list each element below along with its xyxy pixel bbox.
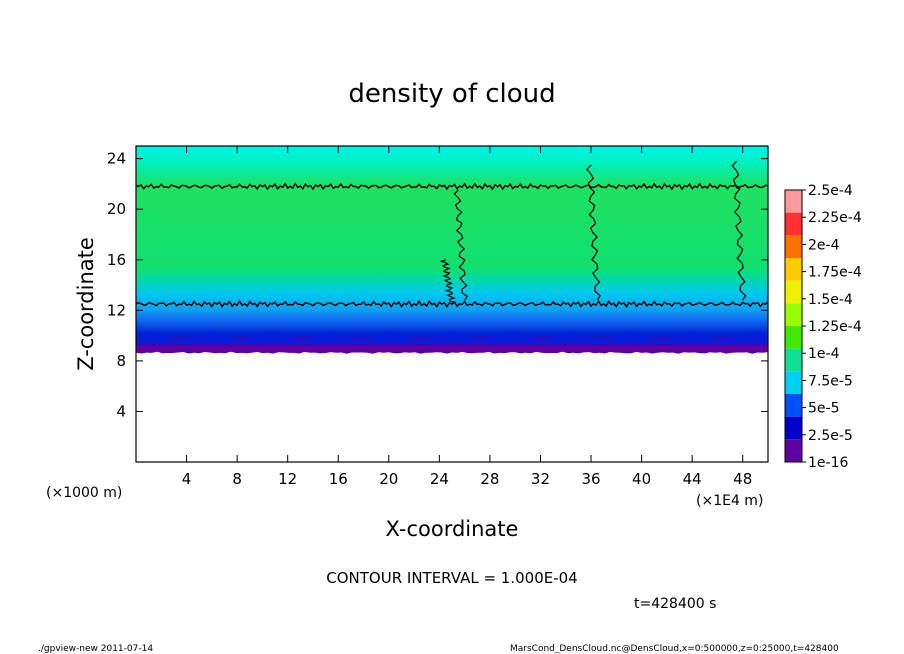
colorbar-label: 1e-4 [808, 346, 840, 362]
y-tick-label: 16 [107, 251, 126, 269]
y-tick-label: 12 [107, 301, 126, 319]
contour-streak [731, 160, 747, 301]
x-tick-label: 36 [581, 470, 600, 488]
colorbar-swatch [785, 416, 802, 440]
x-tick-label: 8 [232, 470, 242, 488]
x-tick-label: 20 [379, 470, 398, 488]
colorbar-swatch [785, 235, 802, 258]
x-tick-label: 40 [632, 470, 651, 488]
colorbar-label: 1.75e-4 [808, 265, 862, 281]
colorbar: 2.5e-4 2.25e-4 2e-4 1.75e-4 1.5e-4 1.25e-4 1e-… [784, 183, 862, 471]
y-axis-label: Z-coordinate [74, 237, 98, 371]
colorbar-label: 5e-5 [808, 401, 839, 417]
colorbar-label: 2e-4 [808, 237, 840, 253]
chart-title: density of cloud [348, 79, 555, 109]
x-axis-ticks: 4 8 12 16 20 24 28 32 36 40 44 48 [182, 146, 752, 488]
colorbar-swatch [785, 439, 802, 462]
contour-lines [135, 160, 769, 308]
low-density-band [136, 331, 768, 345]
colorbar-swatch [785, 348, 802, 372]
footer-right: MarsCond_DensCloud.nc@DensCloud,x=0:5000… [510, 644, 839, 654]
contour-streak [439, 259, 457, 305]
footer-left: ./gpview-new 2011-07-14 [38, 644, 153, 654]
colorbar-swatch [785, 326, 802, 349]
y-tick-label: 20 [107, 200, 126, 218]
colorbar-label: 1.5e-4 [808, 292, 853, 308]
colorbar-swatch [785, 190, 802, 213]
x-tick-label: 32 [531, 470, 550, 488]
colorbar-label: 2.5e-4 [808, 183, 853, 199]
y-tick-label: 24 [107, 150, 126, 168]
colorbar-swatch [785, 371, 802, 394]
x-unit-left: (×1000 m) [46, 485, 122, 501]
x-unit-right: (×1E4 m) [696, 493, 763, 509]
x-tick-label: 44 [683, 470, 702, 488]
contour-streak [453, 189, 469, 301]
plot-frame [135, 145, 769, 463]
x-tick-label: 12 [278, 470, 297, 488]
colorbar-label: 7.5e-5 [808, 373, 853, 389]
colorbar-swatch [785, 394, 802, 417]
colorbar-label: 1.25e-4 [808, 319, 862, 335]
x-tick-label: 48 [733, 470, 752, 488]
density-field-fill [136, 146, 768, 351]
colorbar-swatch [785, 303, 802, 326]
x-axis-label: X-coordinate [386, 517, 519, 541]
y-tick-label: 4 [116, 402, 126, 420]
density-field [136, 146, 768, 354]
colorbar-swatch [785, 258, 802, 281]
contour-streak [586, 164, 601, 301]
contour-interval-label: CONTOUR INTERVAL = 1.000E-04 [326, 569, 577, 587]
time-label: t=428400 s [634, 596, 716, 612]
colorbar-label: 2.5e-5 [808, 428, 853, 444]
contour-line [135, 299, 769, 308]
cloud-base-edge [136, 345, 768, 354]
x-tick-label: 16 [329, 470, 348, 488]
colorbar-swatch [785, 280, 802, 304]
x-tick-label: 4 [182, 470, 192, 488]
contour-line [135, 182, 769, 191]
y-tick-label: 8 [116, 352, 126, 370]
x-tick-label: 24 [430, 470, 449, 488]
y-axis-ticks: 4 8 12 16 20 24 [107, 150, 768, 420]
x-tick-label: 28 [480, 470, 499, 488]
colorbar-swatch [785, 212, 802, 236]
colorbar-label: 2.25e-4 [808, 210, 862, 226]
colorbar-label: 1e-16 [808, 455, 848, 471]
